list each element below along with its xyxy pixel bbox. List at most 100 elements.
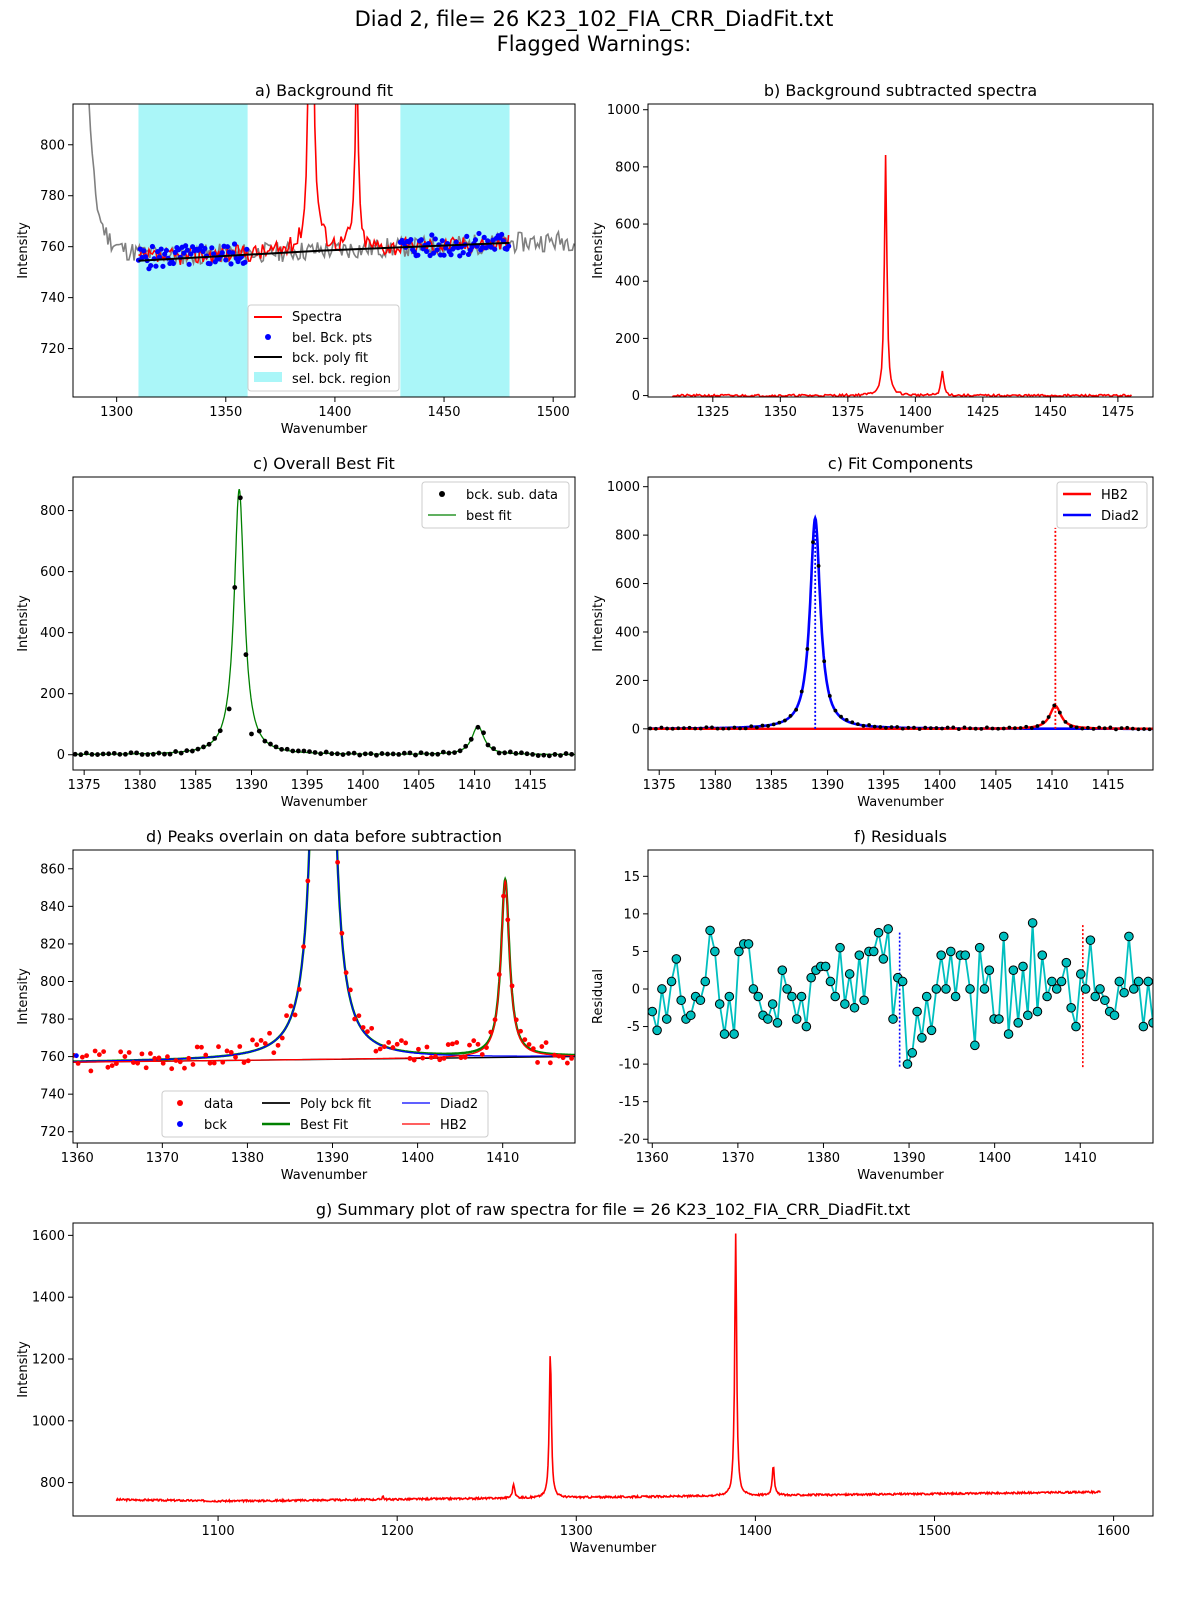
data-point	[1063, 719, 1068, 724]
data-point	[471, 1038, 477, 1044]
x-axis-label: Wavenumber	[281, 795, 368, 810]
data-point	[738, 726, 742, 731]
data-point	[934, 726, 939, 730]
data-point	[100, 751, 106, 757]
background-point	[198, 243, 204, 249]
x-tick-label: 1200	[381, 1524, 414, 1539]
data-point	[84, 1053, 90, 1059]
y-tick-label: -10	[619, 1058, 640, 1073]
y-tick-label: 800	[615, 160, 640, 175]
residual-point	[791, 1014, 802, 1024]
residual-point	[825, 976, 836, 987]
x-axis-label: Wavenumber	[281, 422, 368, 437]
data-point	[496, 750, 502, 756]
x-tick-label: 1375	[831, 405, 864, 420]
residual-point	[936, 950, 946, 960]
residual-point	[974, 942, 985, 953]
data-point	[118, 1049, 124, 1055]
data-point	[693, 726, 698, 731]
x-tick-label: 1450	[1034, 405, 1067, 420]
data-point	[676, 726, 681, 731]
background-point	[186, 261, 192, 267]
data-point	[502, 750, 508, 756]
data-point	[822, 659, 827, 664]
axes-frame	[72, 849, 576, 1144]
data-point	[501, 893, 506, 899]
x-tick-label: 1410	[1035, 778, 1068, 793]
data-point	[113, 1061, 119, 1067]
residual-point	[714, 999, 725, 1009]
data-point	[867, 723, 871, 727]
y-tick-label: 600	[615, 577, 640, 592]
residual-point	[1056, 976, 1067, 987]
data-point	[475, 724, 481, 730]
data-point	[373, 1048, 379, 1054]
residual-point	[1090, 991, 1101, 1002]
data-point	[1130, 726, 1135, 731]
x-tick-label: 1380	[231, 1151, 264, 1166]
data-point	[452, 750, 457, 755]
residual-point	[777, 965, 788, 976]
residual-point	[950, 991, 961, 1002]
axes-frame	[647, 849, 1154, 1144]
data-point	[816, 564, 821, 568]
data-point	[162, 751, 167, 757]
residual-point	[830, 991, 841, 1002]
y-tick-label: 400	[615, 275, 640, 290]
data-point	[488, 1029, 494, 1035]
data-point	[139, 1051, 145, 1057]
x-tick-label: 1405	[402, 778, 435, 793]
data-point	[292, 1012, 298, 1018]
x-tick-label: 1400	[401, 1151, 434, 1166]
data-point	[152, 1056, 158, 1061]
residual-point	[912, 1006, 922, 1017]
data-point	[1069, 724, 1073, 729]
residual-point	[1100, 995, 1110, 1006]
data-point	[262, 1041, 268, 1046]
x-tick-label: 1450	[427, 405, 460, 420]
residual-point	[695, 995, 706, 1006]
y-tick-label: 760	[40, 240, 65, 255]
data-point	[329, 751, 335, 757]
x-tick-label: 1400	[318, 405, 351, 420]
x-tick-label: 1325	[696, 405, 729, 420]
residual-point	[796, 991, 807, 1002]
data-point	[777, 720, 782, 725]
residual-point	[748, 984, 759, 994]
data-point	[428, 1055, 434, 1060]
data-point	[653, 726, 658, 731]
data-point	[295, 748, 301, 754]
x-tick-label: 1390	[235, 778, 268, 793]
residual-point	[1071, 1021, 1081, 1032]
data-point	[433, 1054, 438, 1059]
data-point	[105, 1064, 111, 1070]
background-point	[408, 237, 414, 243]
residual-point	[648, 1006, 658, 1017]
axes-title: g) Summary plot of raw spectra for file …	[316, 1200, 910, 1220]
data-point	[424, 751, 430, 757]
diad2-line	[648, 514, 1153, 731]
residual-point	[772, 1017, 783, 1028]
data-point	[407, 750, 413, 756]
figure-title-line1: Diad 2, file= 26 K23_102_FIA_CRR_DiadFit…	[355, 7, 834, 32]
data-point	[895, 725, 900, 729]
x-tick-label: 1475	[1101, 405, 1134, 420]
axes-title: b) Background subtracted spectra	[764, 81, 1037, 100]
residual-point	[979, 984, 990, 994]
x-tick-label: 1500	[537, 405, 570, 420]
residual-point	[984, 965, 995, 976]
background-point	[202, 245, 208, 252]
background-point	[230, 250, 236, 256]
data-point	[463, 743, 469, 749]
x-axis-label: Wavenumber	[857, 422, 944, 437]
x-tick-label: 1360	[636, 1151, 669, 1166]
data-point	[279, 1035, 285, 1041]
data-point	[827, 693, 832, 698]
residual-point	[998, 931, 1009, 942]
y-tick-label: -20	[619, 1133, 640, 1148]
data-point	[783, 718, 787, 723]
data-point	[441, 1055, 447, 1061]
data-point	[262, 738, 268, 744]
subtracted-spectrum-line	[672, 154, 1133, 397]
data-point	[347, 987, 353, 993]
